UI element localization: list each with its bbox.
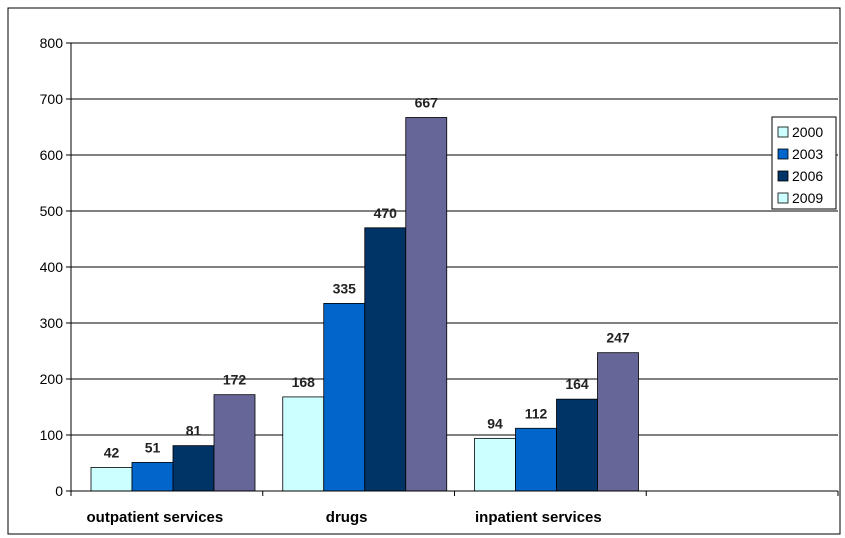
gridlines bbox=[71, 42, 838, 436]
bar-2006 bbox=[556, 398, 598, 492]
y-tick-label: 200 bbox=[40, 371, 64, 387]
y-tick-label: 0 bbox=[55, 483, 63, 499]
category-label: outpatient services bbox=[87, 509, 224, 526]
category-labels: outpatient services drugs inpatient servic… bbox=[87, 509, 602, 526]
data-label: 164 bbox=[565, 376, 589, 392]
data-label: 94 bbox=[487, 415, 503, 431]
bar-2000 bbox=[474, 437, 516, 492]
bar-2003 bbox=[515, 427, 557, 492]
axes bbox=[66, 42, 839, 496]
y-tick-label: 700 bbox=[40, 91, 64, 107]
y-tick-label: 100 bbox=[40, 427, 64, 443]
data-label: 112 bbox=[525, 405, 548, 421]
bar-2009 bbox=[213, 394, 256, 492]
legend-label: 2009 bbox=[792, 190, 823, 206]
data-label: 335 bbox=[333, 280, 357, 296]
y-tick-label: 600 bbox=[40, 147, 64, 163]
legend-label: 2000 bbox=[792, 124, 823, 140]
legend-swatch bbox=[777, 170, 789, 182]
legend-label: 2003 bbox=[792, 146, 823, 162]
bar-2000 bbox=[90, 467, 133, 492]
bar-2006 bbox=[364, 227, 407, 492]
y-tick-label: 800 bbox=[40, 35, 64, 51]
data-labels: 42 51 81 172 168 335 470 667 94 112 164 247 bbox=[104, 94, 630, 460]
legend: 2000 2003 2006 2009 bbox=[771, 116, 837, 210]
data-label: 172 bbox=[223, 372, 247, 388]
bar-2003 bbox=[323, 302, 366, 492]
data-label: 81 bbox=[186, 423, 202, 439]
y-tick-label: 400 bbox=[40, 259, 64, 275]
data-label: 667 bbox=[415, 94, 439, 110]
data-label: 42 bbox=[104, 444, 120, 460]
category-label: drugs bbox=[326, 509, 368, 526]
data-label: 470 bbox=[374, 205, 398, 221]
legend-swatch bbox=[777, 148, 789, 160]
bar-2009 bbox=[597, 352, 639, 492]
data-label: 168 bbox=[292, 374, 316, 390]
legend-swatch bbox=[777, 192, 789, 204]
bar-2006 bbox=[172, 445, 215, 492]
data-label: 247 bbox=[606, 330, 630, 346]
legend-label: 2006 bbox=[792, 168, 823, 184]
y-tick-labels: 0 100 200 300 400 500 600 700 800 bbox=[40, 35, 64, 499]
bars bbox=[90, 117, 639, 492]
y-tick-label: 300 bbox=[40, 315, 64, 331]
bar-2009 bbox=[405, 117, 448, 492]
legend-swatch bbox=[777, 126, 789, 138]
y-tick-label: 500 bbox=[40, 203, 64, 219]
category-label: inpatient services bbox=[475, 509, 602, 526]
data-label: 51 bbox=[145, 439, 161, 455]
bar-2000 bbox=[282, 396, 325, 492]
bar-2003 bbox=[131, 462, 174, 492]
